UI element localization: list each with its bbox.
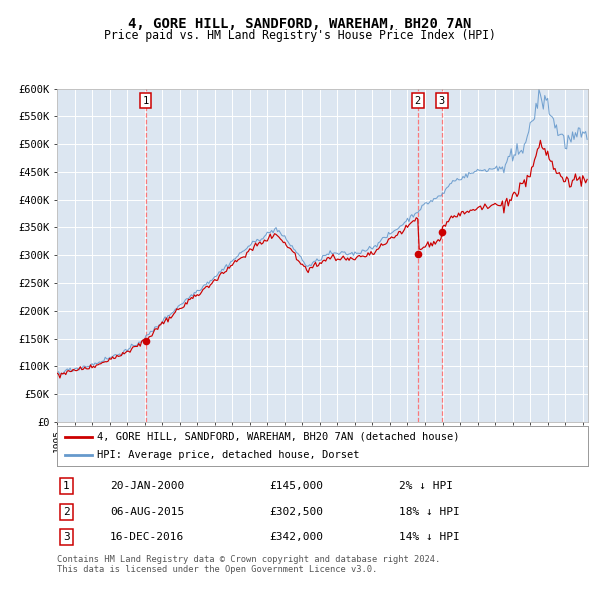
Text: 4, GORE HILL, SANDFORD, WAREHAM, BH20 7AN (detached house): 4, GORE HILL, SANDFORD, WAREHAM, BH20 7A… [97,432,460,442]
Text: £302,500: £302,500 [269,507,323,517]
Text: 20-JAN-2000: 20-JAN-2000 [110,481,184,491]
Text: Price paid vs. HM Land Registry's House Price Index (HPI): Price paid vs. HM Land Registry's House … [104,30,496,42]
Text: 3: 3 [63,532,70,542]
Text: 2: 2 [63,507,70,517]
Text: Contains HM Land Registry data © Crown copyright and database right 2024.
This d: Contains HM Land Registry data © Crown c… [57,555,440,574]
Text: 06-AUG-2015: 06-AUG-2015 [110,507,184,517]
Text: 14% ↓ HPI: 14% ↓ HPI [400,532,460,542]
Text: 16-DEC-2016: 16-DEC-2016 [110,532,184,542]
Text: £145,000: £145,000 [269,481,323,491]
Text: 4, GORE HILL, SANDFORD, WAREHAM, BH20 7AN: 4, GORE HILL, SANDFORD, WAREHAM, BH20 7A… [128,17,472,31]
Text: 2: 2 [415,96,421,106]
Text: HPI: Average price, detached house, Dorset: HPI: Average price, detached house, Dors… [97,450,359,460]
Text: 18% ↓ HPI: 18% ↓ HPI [400,507,460,517]
Text: 2% ↓ HPI: 2% ↓ HPI [400,481,454,491]
Text: 3: 3 [439,96,445,106]
Text: 1: 1 [142,96,149,106]
Text: 1: 1 [63,481,70,491]
Text: £342,000: £342,000 [269,532,323,542]
